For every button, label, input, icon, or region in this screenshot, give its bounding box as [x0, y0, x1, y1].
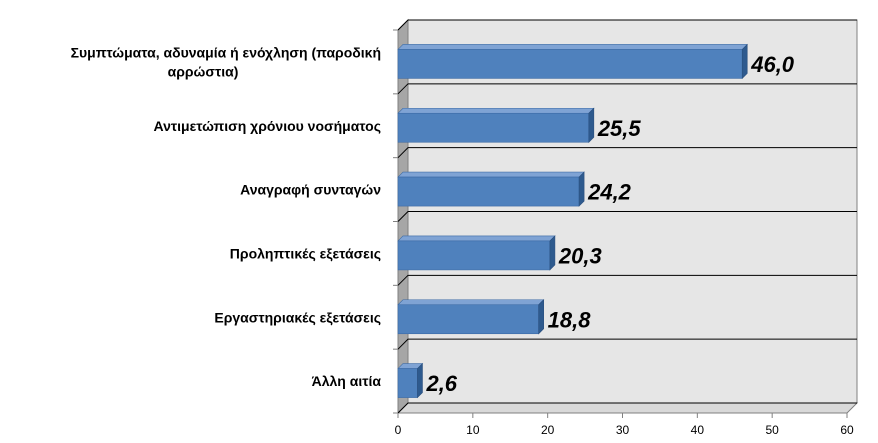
- data-label: 46,0: [750, 52, 795, 77]
- category-label: Εργαστηριακές εξετάσεις: [214, 309, 381, 325]
- gridline: [397, 83, 857, 95]
- bar: [397, 304, 539, 335]
- bar-end: [588, 107, 595, 143]
- bar: [397, 368, 418, 398]
- data-label: 18,8: [548, 307, 592, 332]
- bar: [397, 240, 551, 271]
- bar-end: [538, 299, 544, 335]
- bar: [397, 176, 580, 207]
- x-tick-label: 0: [395, 423, 402, 437]
- x-tick-label: 30: [616, 423, 630, 437]
- data-label: 24,2: [587, 180, 632, 205]
- bar-top: [397, 107, 595, 114]
- x-tick-label: 40: [691, 423, 705, 437]
- bar: [397, 112, 590, 143]
- gridline: [397, 402, 857, 414]
- bar-end: [417, 362, 423, 399]
- gridline: [397, 211, 857, 222]
- category-label: Άλλη αιτία: [312, 373, 382, 389]
- category-label: Αναγραφή συνταγών: [240, 182, 381, 198]
- category-label: Προληπτικές εξετάσεις: [230, 245, 381, 261]
- bar-end: [549, 235, 556, 271]
- x-tick-label: 50: [765, 423, 779, 437]
- bar-top: [397, 299, 545, 306]
- category-label: αρρώστια): [168, 63, 239, 79]
- data-label: 2,6: [425, 371, 457, 396]
- bar: [397, 49, 743, 79]
- data-label: 25,5: [597, 116, 642, 141]
- bar-top: [397, 171, 585, 178]
- bar-end: [741, 43, 748, 80]
- category-label: Συμπτώματα, αδυναμία ή ενόχληση (παροδικ…: [71, 44, 381, 60]
- data-label: 20,3: [558, 243, 602, 268]
- gridline: [397, 19, 857, 31]
- gridline: [397, 147, 857, 159]
- bar-top: [397, 235, 556, 242]
- bar-end: [578, 171, 585, 207]
- floor: [396, 402, 859, 414]
- x-tick-label: 20: [541, 423, 555, 437]
- x-tick-label: 60: [840, 423, 854, 437]
- category-label: Αντιμετώπιση χρόνιου νοσήματος: [153, 118, 381, 134]
- gridline: [397, 338, 857, 350]
- bar-top: [397, 44, 748, 50]
- gridline: [397, 274, 857, 286]
- x-tick-label: 10: [466, 423, 480, 437]
